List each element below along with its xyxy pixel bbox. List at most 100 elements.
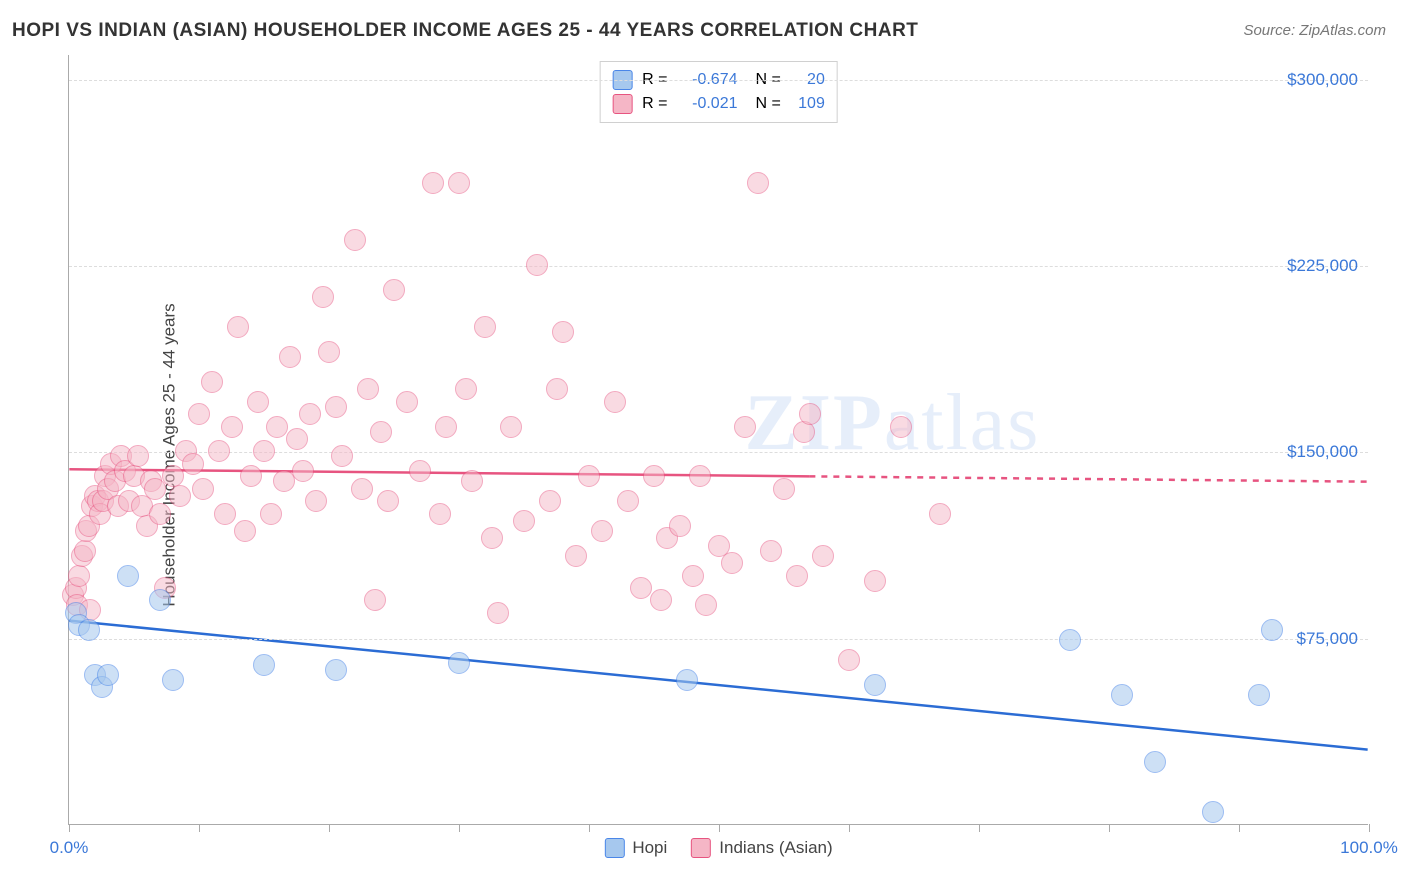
scatter-point-hopi [1202, 801, 1224, 823]
scatter-point-hopi [1261, 619, 1283, 641]
scatter-point-indian [455, 378, 477, 400]
scatter-point-indian [247, 391, 269, 413]
legend-series: Hopi Indians (Asian) [604, 838, 832, 858]
scatter-point-indian [312, 286, 334, 308]
swatch-hopi-icon [604, 838, 624, 858]
source-attribution: Source: ZipAtlas.com [1243, 22, 1386, 39]
scatter-point-indian [234, 520, 256, 542]
scatter-point-indian [481, 527, 503, 549]
scatter-point-indian [546, 378, 568, 400]
x-tick [979, 824, 980, 832]
y-tick-label: $75,000 [1297, 629, 1362, 649]
scatter-point-indian [513, 510, 535, 532]
scatter-point-indian [351, 478, 373, 500]
scatter-point-hopi [864, 674, 886, 696]
x-tick [459, 824, 460, 832]
scatter-point-hopi [1144, 751, 1166, 773]
scatter-point-indian [695, 594, 717, 616]
x-tick [849, 824, 850, 832]
scatter-point-indian [760, 540, 782, 562]
scatter-point-hopi [1111, 684, 1133, 706]
scatter-point-indian [721, 552, 743, 574]
scatter-point-indian [383, 279, 405, 301]
r-value-indian: -0.021 [678, 92, 738, 116]
n-value-indian: 109 [791, 92, 825, 116]
scatter-point-indian [409, 460, 431, 482]
scatter-point-indian [201, 371, 223, 393]
scatter-point-indian [448, 172, 470, 194]
scatter-point-indian [370, 421, 392, 443]
scatter-point-indian [279, 346, 301, 368]
scatter-point-indian [630, 577, 652, 599]
chart-title: HOPI VS INDIAN (ASIAN) HOUSEHOLDER INCOM… [12, 20, 918, 42]
scatter-point-indian [221, 416, 243, 438]
scatter-point-hopi [253, 654, 275, 676]
scatter-point-indian [214, 503, 236, 525]
scatter-point-indian [429, 503, 451, 525]
scatter-point-indian [565, 545, 587, 567]
scatter-point-indian [286, 428, 308, 450]
scatter-point-indian [669, 515, 691, 537]
scatter-point-indian [487, 602, 509, 624]
scatter-point-indian [188, 403, 210, 425]
scatter-point-indian [325, 396, 347, 418]
scatter-point-indian [364, 589, 386, 611]
y-tick-label: $150,000 [1287, 442, 1362, 462]
x-tick [1369, 824, 1370, 832]
scatter-point-indian [799, 403, 821, 425]
scatter-point-indian [169, 485, 191, 507]
x-tick [1239, 824, 1240, 832]
scatter-point-indian [299, 403, 321, 425]
gridline [69, 266, 1368, 267]
legend-item-indian: Indians (Asian) [691, 838, 832, 858]
scatter-point-indian [929, 503, 951, 525]
scatter-point-hopi [1059, 629, 1081, 651]
x-tick [199, 824, 200, 832]
scatter-point-indian [208, 440, 230, 462]
swatch-indian [612, 94, 632, 114]
scatter-point-indian [747, 172, 769, 194]
scatter-point-indian [591, 520, 613, 542]
scatter-point-indian [344, 229, 366, 251]
scatter-point-indian [578, 465, 600, 487]
scatter-point-indian [266, 416, 288, 438]
scatter-point-indian [786, 565, 808, 587]
scatter-point-indian [240, 465, 262, 487]
scatter-point-indian [474, 316, 496, 338]
gridline [69, 80, 1368, 81]
scatter-point-hopi [162, 669, 184, 691]
scatter-point-indian [396, 391, 418, 413]
scatter-point-hopi [448, 652, 470, 674]
x-tick [719, 824, 720, 832]
scatter-point-indian [734, 416, 756, 438]
x-tick-label: 100.0% [1340, 838, 1398, 858]
scatter-point-indian [162, 465, 184, 487]
scatter-point-hopi [1248, 684, 1270, 706]
legend-stats-row-indian: R = -0.021 N = 109 [612, 92, 825, 116]
scatter-point-hopi [149, 589, 171, 611]
scatter-point-indian [500, 416, 522, 438]
scatter-point-indian [357, 378, 379, 400]
scatter-point-indian [318, 341, 340, 363]
scatter-point-hopi [97, 664, 119, 686]
legend-item-hopi: Hopi [604, 838, 667, 858]
scatter-point-indian [539, 490, 561, 512]
scatter-point-indian [435, 416, 457, 438]
scatter-point-indian [422, 172, 444, 194]
x-tick [589, 824, 590, 832]
gridline [69, 639, 1368, 640]
scatter-point-indian [182, 453, 204, 475]
y-tick-label: $225,000 [1287, 256, 1362, 276]
scatter-point-indian [227, 316, 249, 338]
scatter-point-indian [864, 570, 886, 592]
legend-stats: R = -0.674 N = 20 R = -0.021 N = 109 [599, 61, 838, 123]
scatter-point-indian [838, 649, 860, 671]
scatter-point-indian [773, 478, 795, 500]
y-tick-label: $300,000 [1287, 70, 1362, 90]
scatter-point-indian [292, 460, 314, 482]
x-tick-label: 0.0% [50, 838, 89, 858]
scatter-point-indian [127, 445, 149, 467]
scatter-point-indian [461, 470, 483, 492]
swatch-indian-icon [691, 838, 711, 858]
scatter-point-indian [604, 391, 626, 413]
